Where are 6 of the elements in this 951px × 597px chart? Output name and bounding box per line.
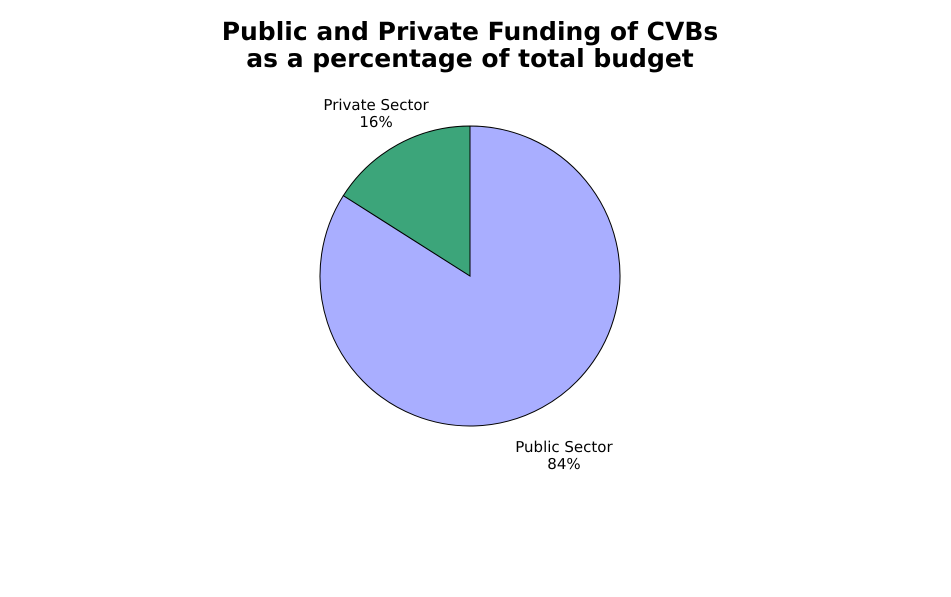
slice-label: Private Sector <box>323 96 430 114</box>
pie-slice <box>320 126 620 426</box>
data-label: 16% <box>359 113 393 132</box>
data-label: 84% <box>547 454 581 473</box>
slice-label: Public Sector <box>515 438 614 456</box>
chart-title: Public and Private Funding of CVBs as a percentage of total budget <box>222 17 718 73</box>
